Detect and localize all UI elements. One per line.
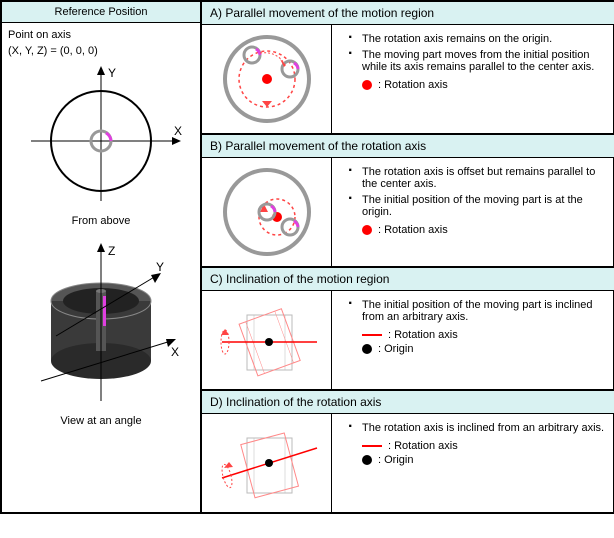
panel-b-legend-text: : Rotation axis — [378, 224, 448, 236]
caption-angled: View at an angle — [60, 415, 141, 427]
panel-a: A) Parallel movement of the motion regio… — [201, 1, 614, 134]
y-axis-label: Y — [108, 66, 116, 80]
red-dot-icon — [362, 225, 372, 235]
panel-a-legend-text: : Rotation axis — [378, 79, 448, 91]
red-dot-icon — [362, 80, 372, 90]
panel-d-legend-dot-text: : Origin — [378, 454, 413, 466]
panel-b-bullet-1: The initial position of the moving part … — [348, 194, 606, 218]
panel-a-text: The rotation axis remains on the origin.… — [332, 25, 614, 133]
panel-c: C) Inclination of the motion region — [201, 267, 614, 390]
panel-c-text: The initial position of the moving part … — [332, 291, 614, 389]
panel-c-legend-dot: : Origin — [362, 343, 606, 355]
reference-header: Reference Position — [2, 2, 200, 23]
panel-a-body: The rotation axis remains on the origin.… — [202, 24, 614, 133]
panel-c-header: C) Inclination of the motion region — [202, 268, 614, 290]
panel-a-header: A) Parallel movement of the motion regio… — [202, 2, 614, 24]
panel-d-legend-dot: : Origin — [362, 454, 606, 466]
panel-d: D) Inclination of the rotation axis — [201, 390, 614, 513]
panel-d-bullet-0: The rotation axis is inclined from an ar… — [348, 422, 606, 434]
panel-d-header: D) Inclination of the rotation axis — [202, 391, 614, 413]
x-axis-label-3d: X — [171, 345, 179, 359]
panel-c-legend-dot-text: : Origin — [378, 343, 413, 355]
panel-a-figure — [202, 25, 332, 133]
reference-body: Point on axis (X, Y, Z) = (0, 0, 0) Y X … — [2, 23, 200, 433]
panel-c-bullet-0: The initial position of the moving part … — [348, 299, 606, 323]
panel-c-body: The initial position of the moving part … — [202, 290, 614, 389]
z-axis-label: Z — [108, 244, 115, 258]
figure-angled: Z X Y View at an angle — [8, 241, 194, 427]
panel-b-body: The rotation axis is offset but remains … — [202, 157, 614, 266]
panel-b-legend: : Rotation axis — [362, 224, 606, 236]
point-on-axis-label: Point on axis — [8, 29, 194, 41]
x-axis-label: X — [174, 124, 182, 138]
caption-from-above: From above — [72, 215, 131, 227]
panel-c-legend-line-text: : Rotation axis — [388, 329, 458, 341]
point-coords: (X, Y, Z) = (0, 0, 0) — [8, 45, 194, 57]
top-view-svg: Y X — [16, 61, 186, 211]
figure-from-above: Y X From above — [8, 61, 194, 227]
panel-d-legend-line-text: : Rotation axis — [388, 440, 458, 452]
black-dot-icon — [362, 455, 372, 465]
panel-a-bullet-1: The moving part moves from the initial p… — [348, 49, 606, 73]
panel-d-body: The rotation axis is inclined from an ar… — [202, 413, 614, 512]
panel-d-text: The rotation axis is inclined from an ar… — [332, 414, 614, 512]
red-line-icon — [362, 334, 382, 336]
panel-a-bullet-0: The rotation axis remains on the origin. — [348, 33, 606, 45]
panel-c-figure — [202, 291, 332, 389]
panel-b-text: The rotation axis is offset but remains … — [332, 158, 614, 266]
panel-b-bullet-0: The rotation axis is offset but remains … — [348, 166, 606, 190]
y-axis-label-3d: Y — [156, 260, 164, 274]
black-dot-icon — [362, 344, 372, 354]
panel-b-figure — [202, 158, 332, 266]
panel-d-figure — [202, 414, 332, 512]
red-line-icon — [362, 445, 382, 447]
panel-d-legend-line: : Rotation axis — [362, 440, 606, 452]
diagram-table: Reference Position Point on axis (X, Y, … — [0, 0, 614, 514]
panel-c-legend-line: : Rotation axis — [362, 329, 606, 341]
reference-column: Reference Position Point on axis (X, Y, … — [1, 1, 201, 513]
panel-b: B) Parallel movement of the rotation axi… — [201, 134, 614, 267]
panel-b-header: B) Parallel movement of the rotation axi… — [202, 135, 614, 157]
panel-a-legend: : Rotation axis — [362, 79, 606, 91]
angled-view-svg: Z X Y — [16, 241, 186, 411]
